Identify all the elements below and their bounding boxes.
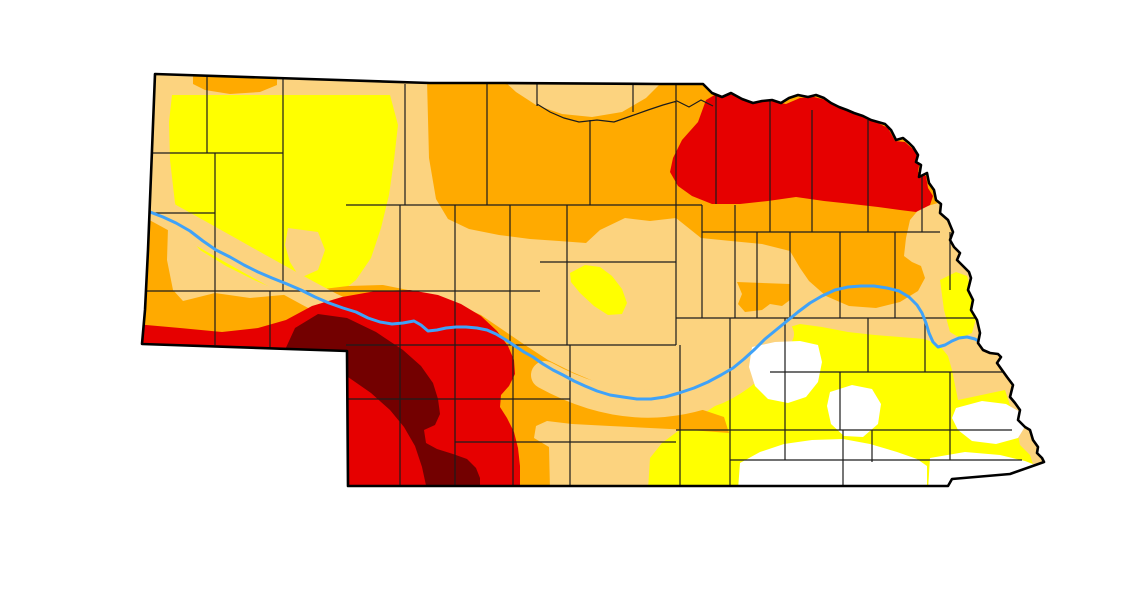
state-border xyxy=(140,72,1046,488)
region-d3-northeast xyxy=(670,93,933,212)
region-d0-central-streak xyxy=(570,265,627,315)
platte-river xyxy=(148,210,992,401)
region-d1-panhandle-blob xyxy=(285,228,325,278)
county-boundaries xyxy=(142,76,1022,486)
region-none-patch-4 xyxy=(952,401,1026,444)
region-d2-county-blob xyxy=(737,282,790,312)
region-d2-panhandle-top xyxy=(193,76,277,94)
